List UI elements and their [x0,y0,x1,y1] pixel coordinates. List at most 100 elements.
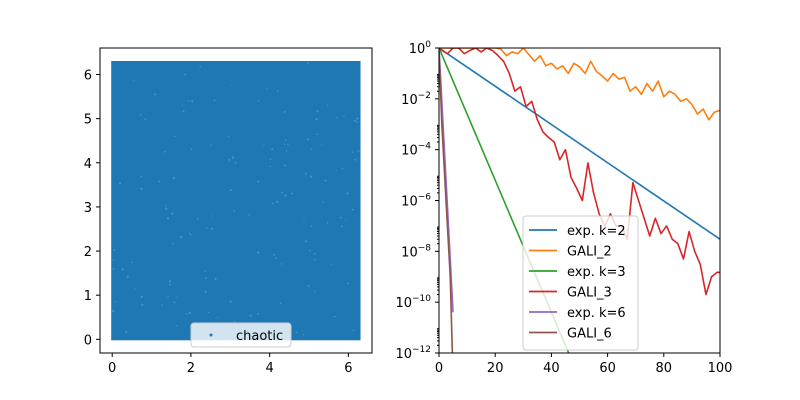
chaotic-point [233,321,236,323]
line-plot-area [439,48,720,353]
chaotic-point [217,317,219,319]
chaotic-point [307,138,310,141]
chaotic-point [189,233,192,236]
chaotic-point [307,285,310,287]
series-line-gali-3 [439,48,720,296]
chaotic-point [309,175,313,178]
y-tick-label: 5 [84,113,92,128]
chaotic-point [207,311,210,314]
series-line-gali-2 [439,48,720,121]
chaotic-point [356,117,359,120]
chaotic-point [181,104,183,106]
chaotic-point [112,267,115,270]
series-line-gali-6 [439,48,454,353]
line-legend: exp. k=2 GALI_2 exp. k=3 GALI_3 exp. k=6 GALI… [522,215,639,351]
chaotic-point [140,295,143,298]
chaotic-point [345,219,347,221]
chaotic-point [304,240,308,243]
chaotic-point [182,110,185,113]
chaotic-point [248,213,251,216]
chaotic-point [266,87,268,89]
scatter-axes-frame [99,47,373,354]
chaotic-point [353,119,357,122]
chaotic-point [339,216,342,219]
chaotic-point [114,300,117,303]
chaotic-points-gaps [112,62,360,339]
legend-box [522,215,639,351]
x-tick-label: 2 [187,361,195,376]
chaotic-point [227,135,230,138]
chaotic-point [347,282,350,285]
chaotic-point [271,202,274,205]
chaotic-point [173,301,176,304]
chaotic-point [172,176,176,180]
chaotic-point [352,329,355,332]
chaotic-point [165,207,168,210]
x-tick-label: 60 [599,361,616,376]
chaotic-point [257,251,260,254]
chaotic-point [279,302,282,305]
chaotic-point [231,156,235,159]
chaotic-point [280,191,283,194]
chaotic-point [320,144,323,146]
chaotic-point [185,313,188,315]
chaotic-point [144,118,147,120]
legend-label: GALI_2 [567,245,612,260]
chaotic-point [313,253,316,255]
chaotic-point [295,331,298,334]
legend-label: GALI_3 [567,286,612,301]
chaotic-point [257,100,260,102]
chaotic-point [214,277,217,280]
chaotic-point [287,143,289,146]
y-tick-label: 10−10 [395,294,431,311]
chaotic-point [283,110,286,113]
chaotic-point [169,283,172,286]
chaotic-point [231,84,233,86]
chaotic-point [276,200,279,203]
chaotic-point [276,90,279,92]
chaotic-point [284,194,287,197]
y-tick-label: 10−6 [401,193,431,210]
chaotic-point [118,182,122,185]
chaotic-point [257,180,260,183]
chaotic-point [307,62,310,65]
x-tick-label: 20 [487,361,504,376]
line-x-ticks: 0 20 40 60 80 100 [435,353,732,376]
chaotic-point [343,115,345,117]
chaotic-point [356,121,359,123]
chaotic-point [139,114,142,116]
line-y-ticks: 10−12 10−10 10−8 10−6 10−4 10−2 100 [395,40,439,362]
chaotic-point [134,288,136,290]
line-panel: 0 20 40 60 80 100 10−1210−1010−810−610−410−21… [395,40,732,376]
y-tick-label: 10−2 [401,91,431,108]
chaotic-point [211,215,213,217]
scatter-plot-area [111,60,361,341]
chaotic-point [357,149,360,152]
chaotic-point [171,212,174,215]
chaotic-point [324,179,327,182]
chaotic-point [131,261,133,264]
chaotic-point [132,79,135,81]
legend-label: exp. k=3 [567,265,626,280]
y-tick-label: 0 [84,333,92,348]
legend-label: exp. k=2 [567,224,626,239]
chaotic-point [176,296,178,298]
y-tick-label: 6 [84,68,92,83]
chaotic-point [210,144,212,147]
y-tick-label: 4 [84,157,92,172]
chaotic-point [314,290,316,293]
x-tick-label: 80 [656,361,673,376]
chaotic-point [164,150,166,153]
chaotic-point [158,180,161,183]
y-tick-label: 10−4 [401,142,431,159]
chaotic-point [210,227,214,230]
chaotic-point [180,236,183,239]
chaotic-point [204,270,207,273]
chaotic-point [351,151,354,154]
chaotic-point [112,309,115,313]
chaotic-point [336,117,338,119]
chaotic-point [315,117,318,121]
chaotic-point [341,167,344,170]
chaotic-point [168,280,172,283]
